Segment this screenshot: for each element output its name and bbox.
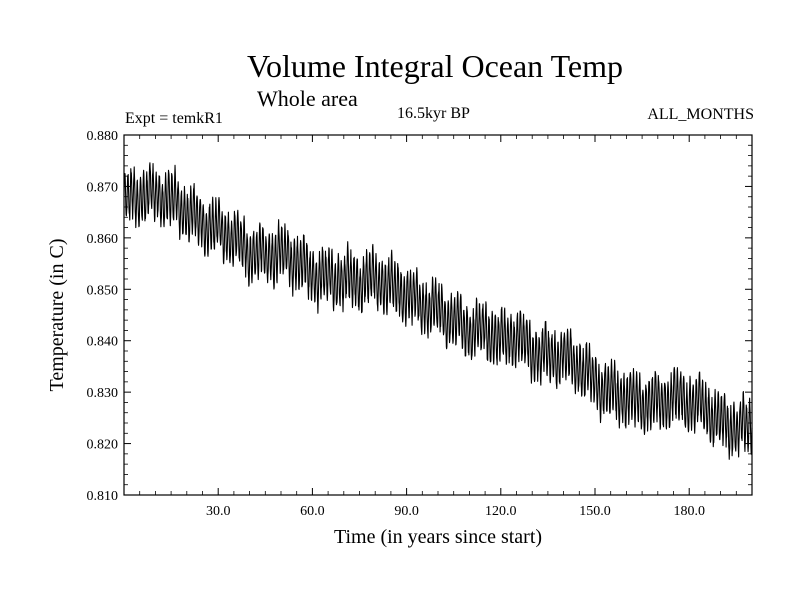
y-tick-label: 0.850	[87, 283, 119, 298]
y-axis-label: Temperature (in C)	[46, 239, 68, 392]
x-tick-label: 30.0	[206, 504, 231, 519]
months-annotation: ALL_MONTHS	[647, 106, 754, 123]
x-tick-label: 120.0	[485, 504, 517, 519]
experiment-annotation: Expt = temkR1	[125, 110, 223, 127]
y-tick-label: 0.880	[87, 129, 119, 144]
y-tick-label: 0.810	[87, 489, 119, 504]
y-tick-label: 0.870	[87, 180, 119, 195]
chart-subtitle: Whole area	[257, 86, 358, 111]
series-line-ocean-temp	[123, 162, 753, 460]
period-annotation: 16.5kyr BP	[397, 105, 470, 122]
y-tick-label: 0.840	[87, 335, 119, 350]
chart-title: Volume Integral Ocean Temp	[246, 48, 623, 84]
x-tick-label: 60.0	[300, 504, 325, 519]
y-tick-label: 0.860	[87, 232, 119, 247]
y-tick-label: 0.830	[87, 386, 119, 401]
x-axis-label: Time (in years since start)	[334, 526, 542, 548]
x-tick-label: 180.0	[673, 504, 705, 519]
y-tick-label: 0.820	[87, 438, 119, 453]
x-tick-label: 150.0	[579, 504, 611, 519]
x-tick-label: 90.0	[394, 504, 419, 519]
